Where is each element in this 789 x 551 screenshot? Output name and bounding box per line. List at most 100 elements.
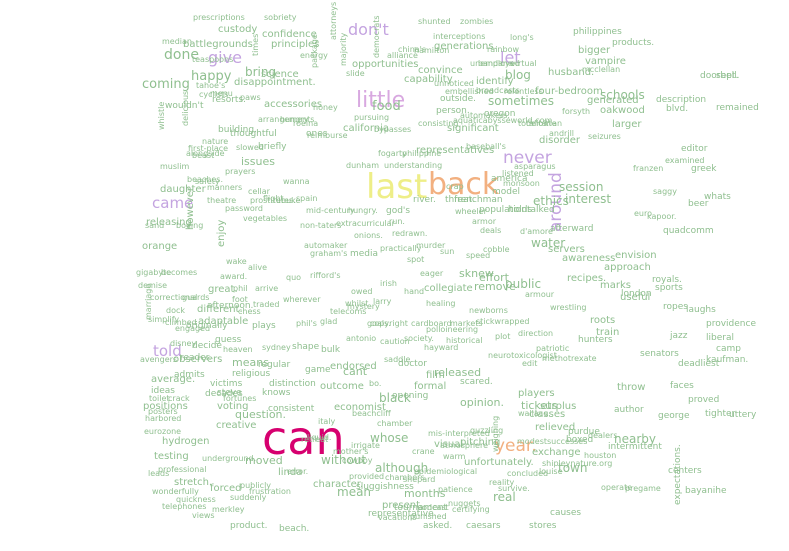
cloud-word: author: [614, 405, 644, 415]
cloud-word: bayanihe: [685, 486, 727, 496]
cloud-word: proved: [688, 395, 720, 405]
cloud-word: sports: [655, 283, 683, 293]
cloud-word: houston: [584, 451, 617, 460]
cloud-word: caution: [380, 337, 410, 346]
cloud-word: sometimes: [488, 94, 555, 108]
cloud-word: testing: [154, 451, 189, 462]
cloud-word: religious: [232, 369, 271, 379]
cloud-word: password: [225, 204, 263, 213]
cloud-word: schools: [600, 88, 645, 102]
cloud-word: hunters: [578, 335, 613, 345]
cloud-word: unnoticed: [434, 79, 474, 88]
cloud-word: blog: [505, 68, 531, 82]
cloud-word: coming: [142, 77, 190, 92]
cloud-word: aquaticabysseworld.com: [453, 116, 553, 125]
cloud-word: avengers: [140, 355, 178, 364]
cloud-word: nearby: [614, 432, 656, 446]
cloud-word: forced: [210, 483, 242, 494]
cloud-word: vampire: [585, 56, 626, 67]
cloud-word: virtual: [511, 59, 537, 68]
cloud-word: whats: [704, 192, 731, 202]
cloud-word: frustration: [249, 487, 291, 496]
cloud-word: blvd.: [666, 104, 689, 114]
cloud-word: identify: [476, 76, 514, 87]
cloud-word: louise: [539, 467, 563, 476]
cloud-word: dealers: [588, 431, 618, 440]
cloud-word: beast: [192, 151, 215, 160]
cloud-word: recipes.: [567, 273, 607, 284]
cloud-word: caesars: [466, 521, 501, 531]
cloud-word: town: [558, 461, 588, 475]
cloud-word: embellished: [445, 87, 494, 96]
cloud-word: beachcliff: [352, 409, 391, 418]
cloud-word: cobble: [483, 245, 510, 254]
cloud-word: whose: [370, 431, 409, 445]
cloud-word: throw: [617, 382, 646, 393]
cloud-word: relentless: [504, 87, 543, 96]
cloud-word: population.: [479, 205, 530, 215]
cloud-word: outcome: [320, 381, 364, 392]
cloud-word: posters: [148, 407, 178, 416]
cloud-word: hand: [404, 287, 425, 296]
cloud-word: generated: [587, 95, 639, 106]
cloud-word: frenchman: [454, 195, 503, 205]
cloud-word: george: [658, 411, 690, 421]
cloud-word: little: [356, 88, 406, 113]
cloud-word: markets: [450, 319, 483, 328]
cloud-word: relieved: [535, 422, 576, 433]
cloud-word: accessories: [264, 99, 323, 110]
cloud-word: opportunities: [352, 59, 419, 70]
cloud-word: don't: [348, 20, 389, 39]
cloud-word: dock: [166, 306, 186, 315]
cloud-word: editor: [681, 144, 708, 154]
cloud-word: foot: [232, 295, 248, 304]
cloud-word: faces: [670, 381, 694, 391]
cloud-word: reality: [489, 478, 515, 487]
cloud-word: water: [531, 236, 566, 250]
cloud-word: andrill: [549, 129, 575, 138]
cloud-word: representatives: [416, 145, 495, 156]
cloud-word: bypasses: [374, 125, 412, 134]
cloud-word: patriotic: [536, 344, 570, 353]
cloud-word: armor: [472, 217, 497, 226]
cloud-word: professional: [158, 465, 207, 474]
cloud-word: wrestling: [550, 303, 587, 312]
cloud-word: honey: [313, 103, 338, 112]
cloud-word: bo.: [369, 379, 382, 388]
cloud-word: intermittent: [608, 442, 662, 452]
cloud-word: disorder: [539, 135, 581, 146]
cloud-word: manners: [207, 183, 243, 192]
cloud-word: wake: [226, 257, 247, 266]
cloud-word: question.: [235, 408, 287, 421]
cloud-word: expectations.: [673, 444, 683, 505]
cloud-word: enjoy: [216, 219, 227, 247]
cloud-word: prostitutes.: [250, 196, 296, 205]
cloud-word: democrats: [372, 15, 381, 58]
cloud-word: extracurricular: [336, 219, 395, 228]
cloud-word: beaches.: [187, 175, 224, 184]
cloud-word: purdue: [568, 427, 600, 437]
cloud-word: larry: [373, 297, 392, 306]
cloud-word: nuggets: [448, 499, 481, 508]
cloud-word: spain: [296, 194, 318, 203]
cloud-word: baseball's: [466, 142, 506, 151]
cloud-word: daughter: [160, 184, 206, 195]
cloud-word: river.: [413, 195, 436, 205]
cloud-word: views: [192, 511, 215, 520]
cloud-word: liquid.: [307, 433, 332, 442]
cloud-word: beach.: [279, 524, 310, 534]
cloud-word: unemployed: [470, 59, 520, 68]
cloud-word: practically: [380, 244, 422, 253]
cloud-word: four-bedroom: [535, 86, 603, 97]
cloud-word: film: [426, 370, 445, 381]
cloud-word: royals.: [652, 275, 682, 285]
cloud-word: edit: [522, 359, 538, 368]
cloud-word: media: [350, 249, 379, 259]
cloud-word: broadcasts: [476, 86, 520, 95]
cloud-word: servers: [548, 244, 585, 255]
cloud-word: antonio: [346, 334, 377, 343]
cloud-word: punished: [410, 512, 447, 521]
cloud-word: year.: [495, 436, 537, 456]
cloud-word: redrawn.: [392, 229, 428, 238]
cloud-word: owed: [351, 287, 373, 296]
